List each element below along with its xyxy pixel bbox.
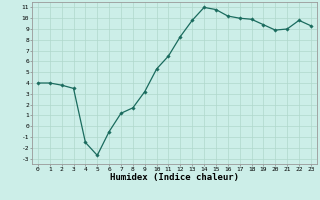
X-axis label: Humidex (Indice chaleur): Humidex (Indice chaleur) bbox=[110, 173, 239, 182]
